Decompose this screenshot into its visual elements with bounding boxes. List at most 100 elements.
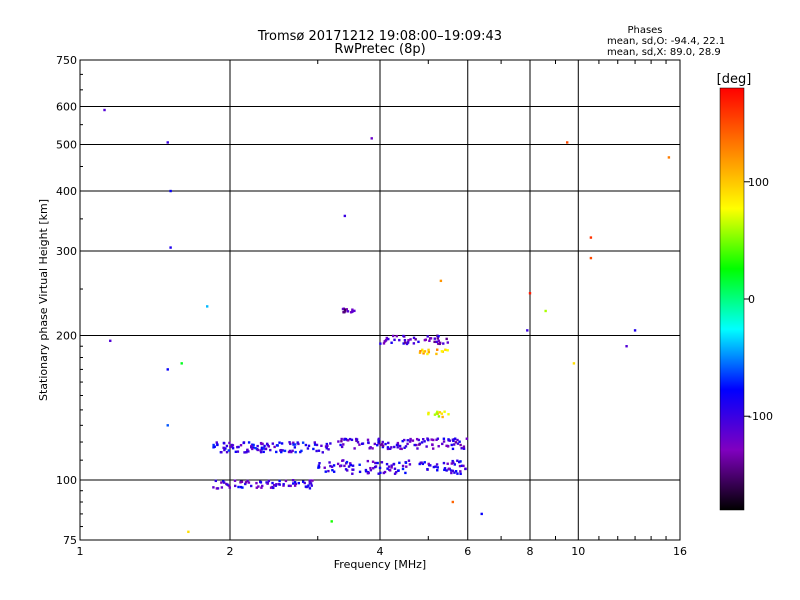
data-point — [396, 441, 400, 445]
data-point — [459, 470, 462, 473]
data-point — [379, 471, 382, 475]
data-point — [294, 450, 297, 454]
data-point — [456, 442, 460, 445]
data-point — [369, 468, 373, 472]
data-point — [441, 442, 444, 446]
data-point — [422, 437, 425, 441]
data-point — [390, 446, 393, 449]
data-point — [401, 464, 405, 468]
data-point — [216, 443, 219, 446]
x-tick-label: 8 — [527, 545, 534, 558]
data-point — [423, 440, 426, 443]
y-tick-label: 600 — [56, 101, 77, 114]
data-point — [236, 445, 239, 449]
data-point — [437, 415, 441, 418]
data-point — [301, 441, 305, 444]
data-point — [247, 441, 251, 444]
colorbar-tick-label: -100 — [748, 410, 773, 423]
data-point — [390, 341, 393, 344]
data-point — [450, 471, 453, 475]
data-point — [415, 437, 419, 441]
data-point — [255, 481, 258, 485]
data-point — [394, 471, 398, 474]
data-point — [411, 439, 415, 442]
data-point — [381, 444, 385, 448]
data-point — [384, 338, 388, 342]
data-point — [241, 486, 244, 489]
data-point — [418, 462, 421, 466]
data-point — [358, 443, 361, 446]
data-point — [388, 469, 392, 472]
data-point — [292, 482, 295, 485]
data-point — [528, 292, 532, 295]
data-point — [436, 466, 439, 469]
data-point — [439, 279, 443, 283]
data-point — [381, 445, 385, 449]
y-tick-label: 100 — [56, 474, 77, 487]
data-point — [225, 450, 229, 454]
data-point — [297, 481, 300, 485]
data-point — [222, 441, 226, 445]
data-point — [282, 484, 285, 487]
data-point — [237, 445, 240, 449]
data-point — [351, 464, 355, 467]
data-point — [353, 309, 356, 313]
data-point — [456, 438, 459, 442]
chart-subtitle: RwPretec (8p) — [334, 42, 425, 57]
data-point — [280, 442, 284, 445]
data-point — [425, 445, 428, 448]
data-point — [212, 486, 215, 489]
data-point — [383, 470, 387, 474]
data-point — [342, 443, 345, 446]
data-point — [278, 483, 281, 486]
data-point — [251, 447, 254, 451]
data-point — [443, 467, 447, 470]
data-point — [266, 443, 269, 447]
data-point — [379, 342, 382, 345]
data-point — [169, 246, 172, 249]
data-point — [414, 338, 417, 341]
data-point — [323, 466, 326, 469]
data-point — [240, 480, 244, 483]
data-point — [250, 446, 253, 449]
data-point — [308, 479, 311, 483]
data-point — [324, 445, 328, 448]
data-point — [390, 464, 393, 467]
data-point — [376, 443, 379, 447]
data-point — [330, 465, 334, 469]
data-point — [303, 481, 306, 485]
data-point — [451, 500, 455, 504]
data-point — [326, 444, 329, 448]
data-point — [407, 339, 410, 342]
data-point — [307, 444, 311, 448]
data-point — [405, 465, 408, 468]
data-point — [456, 459, 459, 462]
data-point — [402, 342, 405, 345]
data-point — [166, 368, 169, 371]
data-point — [293, 484, 297, 487]
data-point — [450, 443, 453, 447]
data-point — [436, 348, 439, 351]
data-point — [447, 467, 451, 470]
data-point — [349, 462, 352, 465]
data-point — [261, 446, 264, 450]
data-point — [395, 334, 398, 338]
data-point — [260, 486, 263, 489]
data-point — [380, 442, 384, 446]
data-point — [462, 445, 466, 448]
data-point — [385, 462, 389, 466]
data-point — [454, 441, 458, 444]
data-point — [275, 450, 278, 454]
data-point — [222, 446, 225, 450]
data-point — [220, 451, 223, 454]
data-point — [245, 451, 248, 454]
data-point — [415, 443, 418, 447]
data-point — [386, 467, 389, 470]
data-point — [246, 479, 249, 483]
data-point — [300, 449, 303, 453]
data-point — [409, 338, 412, 341]
data-point — [239, 485, 243, 489]
data-point — [280, 450, 283, 454]
data-point — [266, 482, 269, 485]
data-point — [273, 445, 276, 449]
